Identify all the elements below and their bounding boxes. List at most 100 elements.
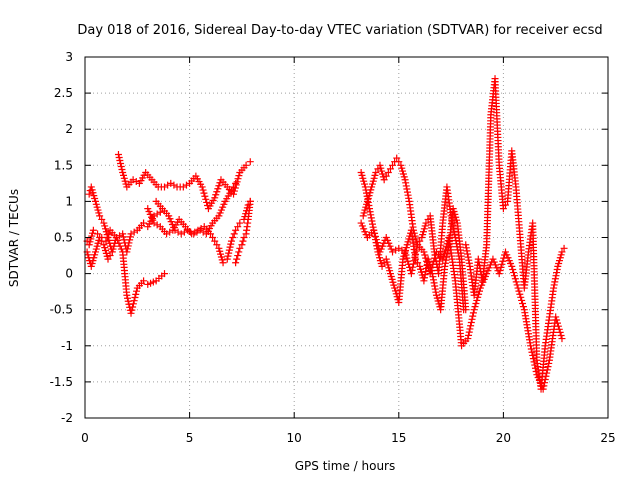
data-point — [508, 262, 516, 270]
data-point — [236, 219, 244, 227]
data-point — [469, 312, 477, 320]
data-point — [209, 234, 217, 241]
y-tick-label: 2 — [65, 122, 73, 136]
x-tick-label: 20 — [496, 431, 511, 445]
data-point — [386, 165, 394, 173]
data-point — [382, 172, 390, 180]
data-point — [153, 221, 161, 229]
data-point — [119, 230, 127, 238]
data-point — [469, 309, 477, 317]
data-point — [108, 248, 116, 256]
data-point — [432, 251, 440, 259]
data-point — [407, 270, 415, 278]
data-point — [515, 287, 523, 295]
data-point — [516, 290, 524, 298]
data-point — [128, 306, 136, 314]
data-point — [370, 226, 378, 234]
data-point — [223, 255, 231, 263]
y-tick-label: -1 — [61, 339, 73, 353]
data-point — [393, 154, 401, 162]
x-tick-label: 0 — [81, 431, 89, 445]
grid-lines — [85, 57, 608, 418]
data-point — [403, 254, 411, 262]
data-point — [246, 158, 254, 166]
data-point — [230, 230, 238, 238]
data-point — [214, 185, 222, 193]
data-point — [236, 244, 244, 252]
data-point — [473, 296, 481, 304]
data-point — [466, 325, 474, 333]
data-point — [416, 237, 424, 245]
data-point — [230, 190, 238, 198]
data-point — [124, 294, 132, 302]
data-point — [213, 188, 221, 196]
data-point — [380, 176, 388, 184]
data-point — [227, 240, 235, 248]
data-point — [428, 263, 436, 271]
data-point — [104, 255, 112, 263]
data-point — [544, 363, 552, 371]
data-point — [372, 169, 380, 177]
y-tick-label: -0.5 — [50, 303, 73, 317]
data-point — [233, 255, 241, 263]
data-points — [83, 75, 568, 393]
data-point — [511, 275, 519, 283]
data-point — [125, 239, 133, 247]
data-point — [423, 257, 431, 265]
data-point — [213, 241, 221, 249]
data-point — [475, 287, 483, 295]
y-axis-label: SDTVAR / TECUs — [7, 189, 21, 287]
data-point — [527, 342, 535, 350]
data-point — [164, 181, 172, 189]
data-point — [212, 191, 220, 199]
data-point — [555, 325, 563, 333]
data-point — [239, 237, 247, 245]
data-point — [200, 189, 208, 197]
data-point — [468, 315, 476, 323]
data-point — [170, 181, 178, 189]
y-tick-label: 1 — [65, 194, 73, 208]
data-point — [552, 313, 560, 321]
data-point — [203, 198, 211, 206]
data-point — [389, 161, 397, 169]
data-point — [427, 267, 435, 275]
data-point — [519, 303, 527, 311]
data-point — [118, 166, 126, 174]
data-point — [123, 291, 131, 299]
data-point — [226, 243, 234, 251]
data-point — [408, 266, 416, 274]
data-point — [556, 328, 564, 336]
data-point — [211, 237, 219, 245]
data-point — [94, 230, 102, 238]
data-point — [371, 232, 379, 240]
data-point — [467, 319, 475, 327]
data-point — [422, 219, 430, 227]
data-point — [402, 251, 410, 259]
data-point — [429, 260, 437, 268]
data-point — [412, 250, 420, 258]
data-point — [465, 328, 473, 336]
data-point — [126, 236, 134, 244]
data-point — [132, 290, 140, 298]
data-point — [371, 229, 379, 237]
chart-title: Day 018 of 2016, Sidereal Day-to-day VTE… — [77, 23, 602, 38]
data-point — [234, 252, 242, 260]
data-point — [404, 257, 412, 265]
data-point — [246, 197, 254, 205]
data-point — [117, 159, 125, 167]
data-point — [395, 244, 403, 252]
data-point — [430, 257, 438, 265]
x-tick-label: 10 — [287, 431, 302, 445]
data-point — [512, 278, 520, 286]
data-point — [219, 259, 227, 267]
data-point — [411, 254, 419, 262]
data-point — [123, 248, 131, 256]
data-point — [130, 297, 138, 305]
data-point — [85, 190, 93, 198]
data-point — [160, 270, 168, 278]
data-point — [553, 316, 561, 324]
data-point — [514, 284, 522, 292]
data-point — [560, 244, 568, 252]
data-point — [238, 241, 246, 249]
data-point — [395, 158, 403, 166]
